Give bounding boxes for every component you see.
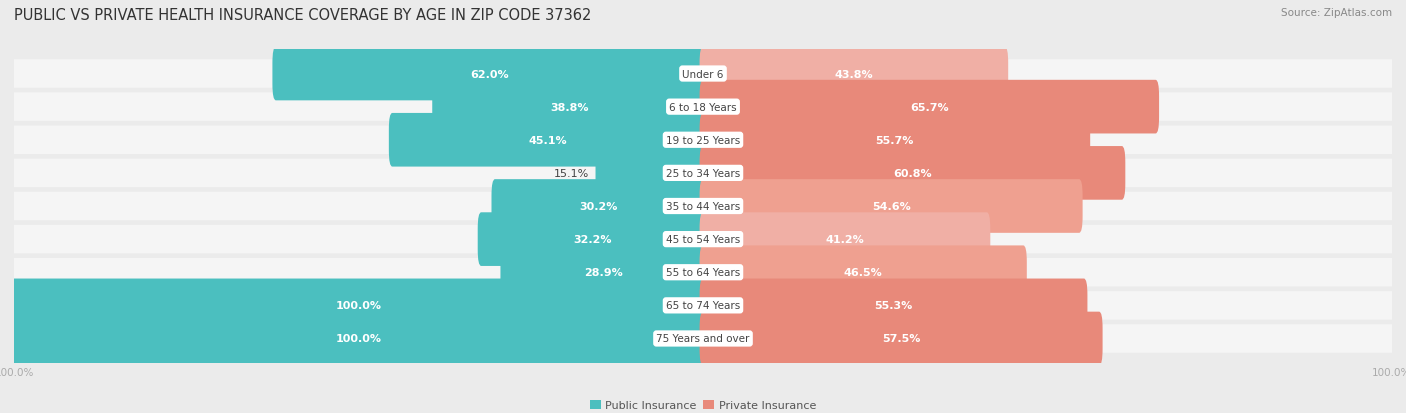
- FancyBboxPatch shape: [273, 47, 706, 101]
- FancyBboxPatch shape: [700, 279, 1087, 332]
- Text: 35 to 44 Years: 35 to 44 Years: [666, 202, 740, 211]
- Text: 46.5%: 46.5%: [844, 268, 883, 278]
- Text: 75 Years and over: 75 Years and over: [657, 334, 749, 344]
- FancyBboxPatch shape: [10, 325, 1396, 353]
- Text: 43.8%: 43.8%: [835, 69, 873, 79]
- Text: 100.0%: 100.0%: [336, 334, 381, 344]
- Legend: Public Insurance, Private Insurance: Public Insurance, Private Insurance: [585, 395, 821, 413]
- FancyBboxPatch shape: [492, 180, 706, 233]
- Text: 60.8%: 60.8%: [893, 169, 932, 178]
- FancyBboxPatch shape: [11, 312, 706, 366]
- Text: 55 to 64 Years: 55 to 64 Years: [666, 268, 740, 278]
- Text: 100.0%: 100.0%: [336, 301, 381, 311]
- Text: 65.7%: 65.7%: [910, 102, 949, 112]
- Text: Under 6: Under 6: [682, 69, 724, 79]
- FancyBboxPatch shape: [11, 279, 706, 332]
- Text: 55.3%: 55.3%: [875, 301, 912, 311]
- Text: 6 to 18 Years: 6 to 18 Years: [669, 102, 737, 112]
- FancyBboxPatch shape: [432, 81, 706, 134]
- FancyBboxPatch shape: [700, 147, 1125, 200]
- FancyBboxPatch shape: [10, 126, 1396, 154]
- Text: Source: ZipAtlas.com: Source: ZipAtlas.com: [1281, 8, 1392, 18]
- Text: 45.1%: 45.1%: [529, 135, 567, 145]
- FancyBboxPatch shape: [700, 47, 1008, 101]
- Text: 28.9%: 28.9%: [583, 268, 623, 278]
- Text: 62.0%: 62.0%: [470, 69, 509, 79]
- Text: 65 to 74 Years: 65 to 74 Years: [666, 301, 740, 311]
- Text: 54.6%: 54.6%: [872, 202, 911, 211]
- FancyBboxPatch shape: [700, 246, 1026, 299]
- FancyBboxPatch shape: [10, 93, 1396, 121]
- FancyBboxPatch shape: [700, 180, 1083, 233]
- Text: 19 to 25 Years: 19 to 25 Years: [666, 135, 740, 145]
- FancyBboxPatch shape: [700, 213, 990, 266]
- FancyBboxPatch shape: [10, 60, 1396, 88]
- Text: 55.7%: 55.7%: [876, 135, 914, 145]
- Text: 25 to 34 Years: 25 to 34 Years: [666, 169, 740, 178]
- Text: 41.2%: 41.2%: [825, 235, 865, 244]
- FancyBboxPatch shape: [501, 246, 706, 299]
- FancyBboxPatch shape: [478, 213, 706, 266]
- Text: 32.2%: 32.2%: [572, 235, 612, 244]
- Text: 38.8%: 38.8%: [550, 102, 589, 112]
- Text: PUBLIC VS PRIVATE HEALTH INSURANCE COVERAGE BY AGE IN ZIP CODE 37362: PUBLIC VS PRIVATE HEALTH INSURANCE COVER…: [14, 8, 592, 23]
- Text: 30.2%: 30.2%: [579, 202, 619, 211]
- FancyBboxPatch shape: [10, 192, 1396, 221]
- FancyBboxPatch shape: [700, 114, 1090, 167]
- FancyBboxPatch shape: [596, 147, 706, 200]
- Text: 57.5%: 57.5%: [882, 334, 921, 344]
- FancyBboxPatch shape: [389, 114, 706, 167]
- FancyBboxPatch shape: [10, 292, 1396, 320]
- FancyBboxPatch shape: [10, 159, 1396, 188]
- FancyBboxPatch shape: [10, 259, 1396, 287]
- Text: 45 to 54 Years: 45 to 54 Years: [666, 235, 740, 244]
- Text: 15.1%: 15.1%: [554, 169, 589, 178]
- FancyBboxPatch shape: [700, 312, 1102, 366]
- FancyBboxPatch shape: [700, 81, 1159, 134]
- FancyBboxPatch shape: [10, 225, 1396, 254]
